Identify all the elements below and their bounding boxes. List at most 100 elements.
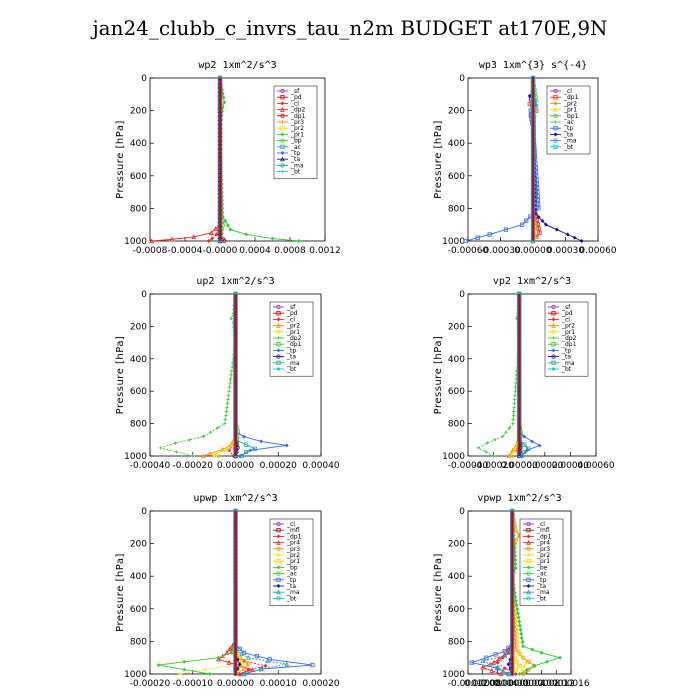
- legend-marker: [553, 120, 558, 124]
- y-tick-label: 200: [130, 107, 147, 117]
- x-tick-label: -0.00004: [477, 679, 518, 689]
- series-line: [477, 293, 520, 457]
- legend-marker: [280, 144, 285, 149]
- legend-label: _ma: [286, 360, 300, 367]
- panel-title: upwp 1xm^2/s^3: [193, 493, 277, 504]
- data-point-marker: [244, 232, 249, 237]
- legend-marker: [276, 323, 281, 328]
- data-point-marker: [239, 453, 245, 459]
- x-tick-label: 0.0004: [239, 246, 271, 256]
- data-point-marker: [515, 607, 520, 612]
- data-point-marker: [512, 409, 516, 414]
- y-axis-label: Pressure [hPa]: [433, 336, 444, 415]
- y-tick-label: 400: [130, 572, 147, 582]
- data-point-marker: [517, 644, 521, 648]
- data-point-marker: [213, 226, 218, 231]
- legend-marker: [280, 101, 285, 106]
- y-tick-label: 1000: [124, 670, 147, 680]
- x-tick-label: 0.0008: [274, 246, 306, 256]
- x-tick-label: -0.00020: [173, 461, 214, 471]
- legend-marker: [526, 583, 531, 589]
- legend-label: _dp1: [286, 533, 302, 540]
- legend-marker: [276, 366, 281, 372]
- legend-label: _dp1: [286, 341, 302, 348]
- data-point-marker: [517, 648, 521, 653]
- data-point-marker: [524, 218, 529, 223]
- legend-marker: [276, 553, 281, 557]
- budget-panel-1: wp2 1xm^2/s^3 Pressure [hPa] 0 200 400 600 800…: [115, 60, 341, 256]
- data-point-marker: [487, 232, 492, 237]
- data-point-marker: [221, 95, 226, 100]
- data-point-marker: [516, 632, 520, 636]
- data-point-marker: [511, 413, 516, 418]
- legend-label: _pd: [561, 310, 573, 317]
- y-axis-label: Pressure [hPa]: [433, 553, 444, 632]
- legend-label: _mfl: [286, 527, 300, 534]
- legend-label: _ta: [286, 583, 296, 590]
- data-point-marker: [191, 234, 197, 240]
- legend-marker: [553, 132, 558, 137]
- data-point-marker: [223, 417, 228, 422]
- legend-label: _mfl: [536, 527, 550, 534]
- data-point-marker: [512, 401, 517, 406]
- data-point-marker: [310, 662, 315, 668]
- budget-panel-6: vpwp 1xm^2/s^3 Pressure [hPa] 0 200 400 600 80…: [433, 493, 590, 689]
- data-point-marker: [572, 235, 577, 240]
- legend-marker: [553, 95, 558, 100]
- legend-label: _ac: [290, 144, 301, 151]
- data-point-marker: [182, 659, 187, 664]
- data-point-marker: [480, 664, 486, 670]
- data-point-marker: [239, 651, 245, 656]
- y-tick-label: 600: [448, 172, 465, 182]
- data-point-marker: [237, 453, 242, 459]
- series-line: [158, 511, 236, 675]
- y-tick-label: 800: [130, 420, 147, 430]
- legend-marker: [551, 329, 556, 334]
- data-point-marker: [532, 663, 537, 668]
- legend-marker: [276, 360, 281, 365]
- panel-title: wp3 1xm^{3} s^{-4}: [479, 60, 587, 71]
- data-point-marker: [215, 426, 220, 430]
- data-point-marker: [224, 413, 228, 418]
- x-tick-label: -0.00040: [130, 461, 171, 471]
- legend-label: _bt: [561, 366, 572, 373]
- legend-marker: [280, 95, 285, 100]
- legend-label: _pr4: [286, 540, 300, 547]
- data-point-marker: [500, 668, 506, 673]
- data-point-marker: [223, 421, 227, 426]
- data-point-marker: [513, 385, 518, 389]
- data-point-marker: [527, 93, 532, 98]
- data-point-marker: [265, 658, 270, 664]
- data-point-marker: [225, 401, 230, 406]
- y-tick-label: 0: [459, 74, 465, 84]
- data-point-marker: [480, 658, 486, 664]
- data-point-marker: [149, 238, 155, 244]
- data-point-marker: [512, 405, 516, 410]
- data-point-marker: [522, 664, 527, 669]
- legend-marker: [280, 88, 285, 94]
- data-point-marker: [187, 438, 192, 442]
- data-point-marker: [513, 389, 518, 393]
- data-point-marker: [156, 662, 161, 668]
- series-line: [151, 78, 221, 242]
- data-point-marker: [224, 447, 230, 452]
- data-point-marker: [515, 611, 521, 616]
- y-axis-label: Pressure [hPa]: [433, 120, 444, 199]
- data-point-marker: [487, 661, 493, 667]
- data-point-marker: [210, 236, 215, 241]
- data-point-marker: [520, 640, 525, 645]
- y-tick-label: 600: [130, 387, 147, 397]
- legend-label: _tp: [290, 150, 300, 157]
- data-point-marker: [284, 443, 289, 448]
- data-point-marker: [517, 652, 522, 657]
- legend-label: _pr1: [536, 558, 550, 565]
- legend-marker: [276, 528, 281, 533]
- data-point-marker: [252, 446, 257, 451]
- data-point-marker: [502, 653, 508, 659]
- legend-marker: [276, 589, 281, 595]
- data-point-marker: [241, 434, 247, 439]
- data-point-marker: [540, 218, 545, 223]
- y-tick-label: 400: [448, 355, 465, 365]
- legend-label: _ta: [563, 131, 573, 138]
- legend-marker: [280, 163, 285, 168]
